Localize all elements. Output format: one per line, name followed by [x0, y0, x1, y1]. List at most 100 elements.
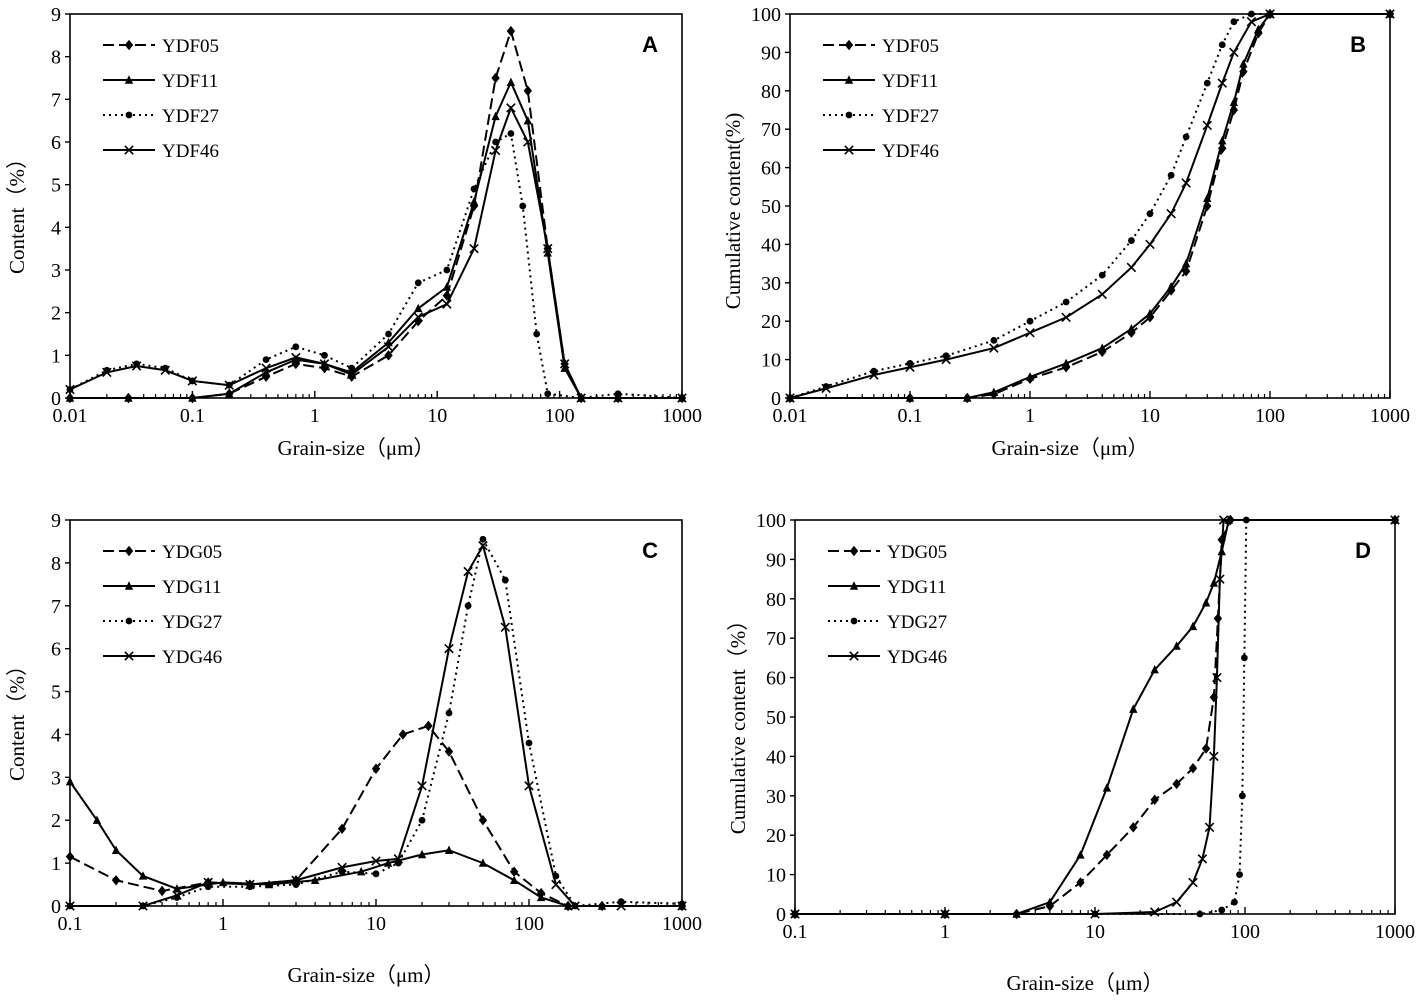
data-point: [1217, 78, 1228, 88]
data-point: [464, 602, 472, 610]
data-point: [1215, 574, 1225, 584]
y-tick-label: 6: [51, 639, 61, 661]
data-point: [1025, 327, 1035, 338]
series-ydg46: [790, 515, 1400, 919]
data-point: [1240, 654, 1248, 662]
y-tick-label: 80: [761, 81, 781, 103]
data-point: [398, 729, 408, 740]
data-point: [1218, 515, 1229, 525]
data-point: [138, 901, 148, 911]
data-point: [131, 361, 142, 371]
plot-frame-b: [789, 13, 1391, 399]
data-point: [337, 862, 347, 873]
y-tick-label: 8: [51, 47, 61, 69]
y-tick-label: 70: [766, 628, 786, 650]
data-point: [65, 393, 75, 402]
data-point: [424, 720, 433, 732]
data-point: [1218, 906, 1226, 914]
data-point: [616, 901, 626, 911]
data-point: [1181, 258, 1191, 268]
data-point: [291, 875, 301, 886]
data-point: [1076, 850, 1085, 859]
data-point: [525, 739, 533, 747]
data-point: [291, 354, 301, 364]
y-tick-label: 90: [766, 549, 786, 571]
data-point: [989, 387, 999, 396]
legend-label: YDF11: [162, 71, 218, 92]
series-ydf11: [65, 77, 687, 402]
data-point: [1212, 672, 1222, 683]
data-point: [500, 622, 511, 632]
y-tick-label: 1: [51, 853, 61, 875]
data-point: [1181, 266, 1191, 277]
data-point: [1203, 200, 1212, 212]
y-tick-label: 4: [51, 217, 61, 239]
series-line-ydg46: [70, 543, 682, 907]
data-point: [1203, 193, 1212, 203]
data-point: [491, 72, 500, 84]
data-point: [188, 393, 197, 402]
data-point: [506, 103, 516, 113]
panel-letter-a: A: [642, 32, 658, 57]
legend-marker: [849, 545, 859, 557]
data-point: [393, 854, 404, 864]
legend-entry-ydf11: YDF11: [103, 71, 218, 92]
series-line-ydf46: [69, 105, 682, 399]
y-tick-label: 10: [766, 865, 786, 887]
data-point: [414, 303, 423, 313]
y-tick-label: 10: [761, 350, 781, 372]
data-point: [533, 330, 541, 338]
data-point: [1231, 898, 1238, 906]
data-point: [1167, 171, 1175, 179]
legend-label: YDF27: [162, 106, 219, 127]
data-point: [1203, 79, 1211, 87]
data-point: [524, 781, 534, 791]
data-point: [124, 393, 133, 402]
y-tick-label: 30: [766, 786, 786, 808]
data-point: [1129, 704, 1138, 713]
data-point: [1061, 312, 1071, 323]
x-tick-label: 1: [218, 913, 228, 935]
x-tick-label: 0.1: [783, 921, 808, 943]
legend-label: YDF05: [882, 36, 939, 57]
legend-marker: [849, 651, 859, 661]
data-point: [172, 890, 182, 901]
legend-entry-ydg46: YDG46: [103, 647, 222, 668]
y-tick-label: 20: [761, 311, 781, 333]
y-tick-label: 20: [766, 825, 786, 847]
data-point: [1061, 358, 1071, 368]
y-tick-label: 50: [761, 196, 781, 218]
data-point: [551, 879, 561, 890]
series-ydf27: [66, 130, 686, 402]
data-point: [785, 393, 795, 403]
data-point: [160, 365, 171, 376]
series-line-ydf27: [789, 13, 1390, 399]
plot-frame-a: [69, 13, 683, 399]
data-point: [321, 351, 328, 359]
y-tick-label: 4: [51, 724, 61, 746]
data-point: [1181, 178, 1191, 188]
legend-label: YDG05: [887, 542, 947, 563]
x-tick-label: 1: [1025, 405, 1035, 427]
legend-marker: [124, 651, 134, 661]
data-point: [65, 776, 75, 786]
panel-letter-d: D: [1355, 538, 1371, 563]
data-point: [1204, 822, 1215, 833]
y-tick-label: 7: [51, 89, 61, 111]
data-point: [1146, 210, 1154, 218]
series-ydg46: [65, 540, 687, 911]
series-line-ydf46: [789, 13, 1390, 399]
x-tick-label: 10: [1085, 921, 1105, 943]
data-point: [1238, 792, 1246, 800]
data-point: [570, 901, 580, 911]
data-point: [1171, 897, 1182, 907]
data-point: [262, 356, 270, 363]
legend-marker: [844, 39, 854, 51]
series-line-ydg46: [795, 519, 1395, 915]
legend-entry-ydf05: YDF05: [103, 36, 219, 57]
data-point: [417, 781, 427, 791]
y-tick-label: 70: [761, 119, 781, 141]
data-point: [1188, 621, 1198, 631]
data-point: [1090, 909, 1100, 919]
data-point: [491, 111, 500, 121]
